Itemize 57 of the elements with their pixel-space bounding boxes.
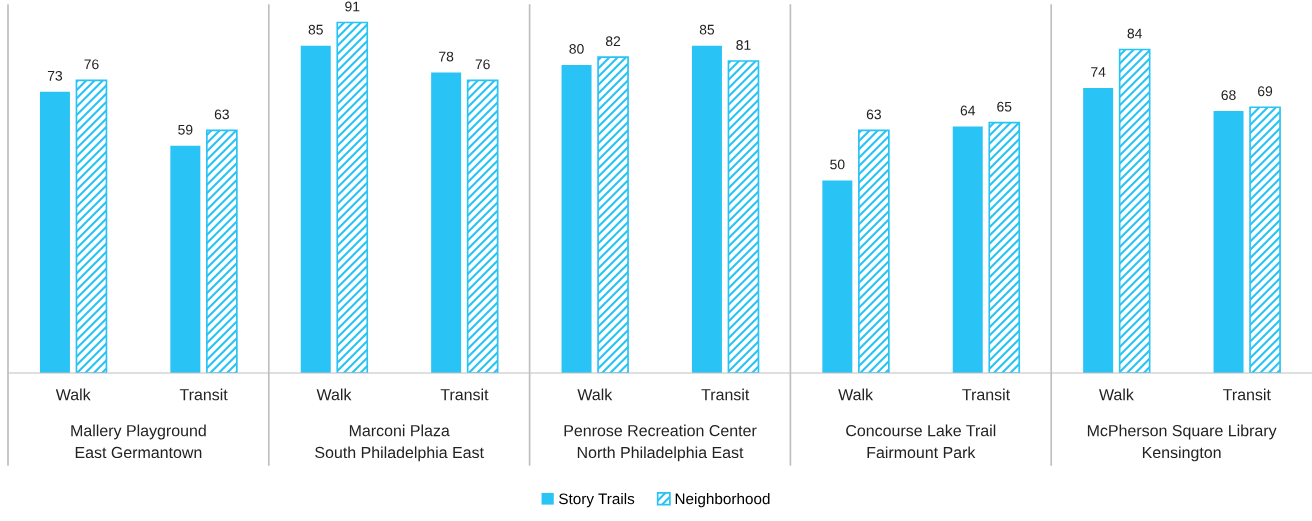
bar <box>1213 111 1244 373</box>
x-tick-label: Walk <box>316 388 352 401</box>
x-tick-label: Walk <box>838 388 874 401</box>
bar <box>170 145 201 373</box>
data-label: 63 <box>214 109 229 120</box>
data-label: 80 <box>569 43 584 54</box>
x-tick-label: Transit <box>440 388 489 401</box>
x-tick-label: Walk <box>1099 388 1134 401</box>
data-label: 78 <box>439 51 454 62</box>
bar <box>206 129 238 373</box>
x-tick-label: Transit <box>701 388 750 401</box>
x-tick-label: Transit <box>1223 388 1271 401</box>
data-label: 74 <box>1091 67 1106 77</box>
data-label: 59 <box>178 124 193 135</box>
legend-label: Story Trails <box>559 493 635 508</box>
bar <box>561 64 592 373</box>
bar <box>952 126 983 373</box>
x-tick-label: Walk <box>577 388 613 401</box>
bar <box>822 180 853 373</box>
bar <box>336 21 369 373</box>
bar <box>597 56 629 373</box>
data-label: 76 <box>475 59 490 70</box>
text: McPherson Square Library Kensington <box>1087 424 1277 462</box>
data-label: 85 <box>308 24 323 35</box>
bar <box>727 60 760 373</box>
legend-label: Neighborhood <box>675 493 770 508</box>
bar <box>1249 106 1281 373</box>
data-label: 69 <box>1258 86 1273 97</box>
text: Penrose Recreation Center North Philadelphia East <box>564 424 757 462</box>
bar <box>1083 88 1114 373</box>
x-tick-label: Walk <box>55 388 91 401</box>
data-label: 68 <box>1221 90 1236 101</box>
data-label: 50 <box>830 159 845 170</box>
text: Marconi Plaza South Philadelphia East <box>315 424 484 462</box>
data-label: 73 <box>47 70 63 81</box>
data-label: 82 <box>605 36 621 47</box>
data-label: 81 <box>736 40 751 50</box>
x-tick-label: Transit <box>962 388 1010 401</box>
data-label: 64 <box>960 105 976 116</box>
bar <box>300 45 331 373</box>
text: Mallery Playground East Germantown <box>71 424 206 459</box>
bar <box>75 79 108 373</box>
data-label: 85 <box>699 24 715 35</box>
data-label: 91 <box>345 1 360 12</box>
bar <box>466 79 499 373</box>
bar <box>431 72 462 373</box>
data-label: 65 <box>997 101 1012 112</box>
bar <box>988 121 1021 373</box>
data-label: 63 <box>866 109 881 120</box>
bar <box>691 45 722 373</box>
bar <box>858 129 890 373</box>
bar <box>39 91 70 373</box>
text: Concourse Lake Trail Fairmount Park <box>846 424 996 459</box>
data-label: 76 <box>84 59 99 70</box>
data-label: 84 <box>1127 28 1142 39</box>
x-tick-label: Transit <box>179 388 228 401</box>
bar <box>1118 48 1151 373</box>
